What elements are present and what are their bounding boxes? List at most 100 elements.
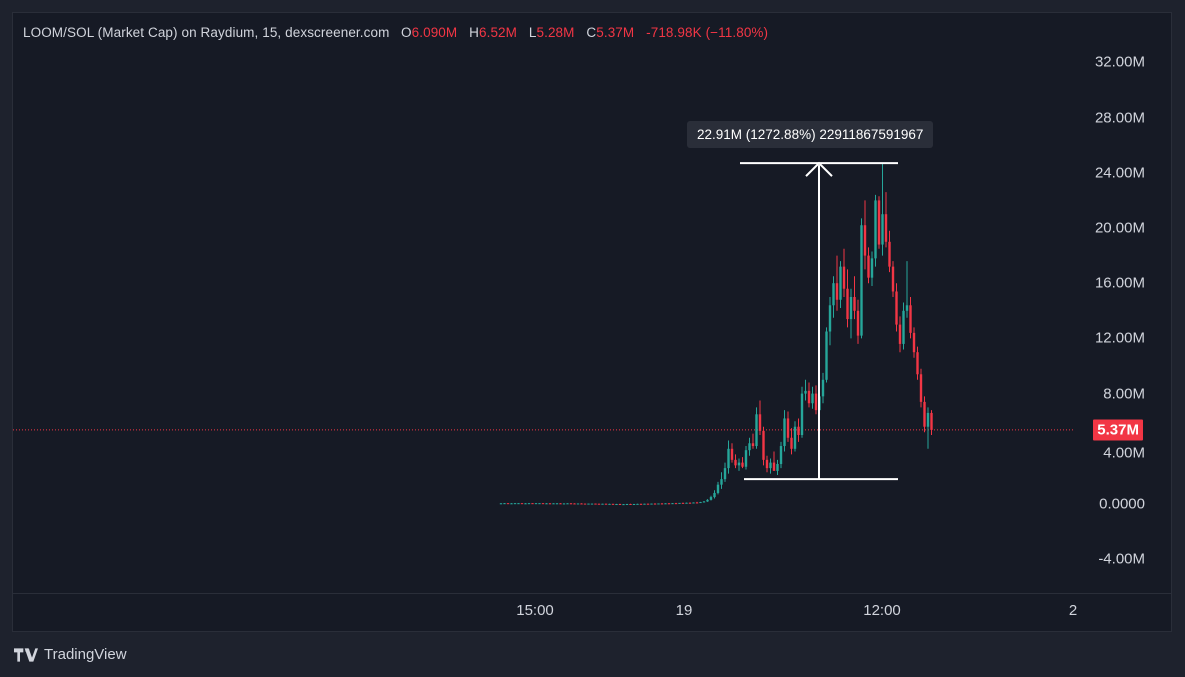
candle-body xyxy=(884,214,888,242)
candle-body xyxy=(499,503,503,505)
candle-body xyxy=(874,200,877,259)
candle-body xyxy=(671,503,674,505)
tradingview-icon xyxy=(14,647,38,662)
candle-body xyxy=(580,503,583,505)
candle-body xyxy=(895,291,898,325)
candle-body xyxy=(681,502,685,504)
y-tick-label: 16.00M xyxy=(1094,274,1145,292)
candle-body xyxy=(594,503,597,505)
candles-group xyxy=(499,163,933,506)
candle-body xyxy=(524,503,527,505)
candle-body xyxy=(646,503,650,505)
candle-body xyxy=(713,492,716,498)
candle-body xyxy=(793,426,797,449)
candle-body xyxy=(825,331,828,380)
legend-close-value: 5.37M xyxy=(596,25,635,40)
candle-body xyxy=(772,462,776,471)
candle-body xyxy=(538,503,541,505)
candle-body xyxy=(730,448,734,460)
candle-body xyxy=(503,503,506,505)
candle-body xyxy=(548,503,552,505)
candle-body xyxy=(758,414,762,431)
candle-body xyxy=(807,390,811,404)
candle-body xyxy=(891,266,895,292)
tradingview-logo[interactable]: TradingView xyxy=(14,646,127,663)
candle-body xyxy=(611,503,615,505)
x-tick-label: 15:00 xyxy=(516,602,554,619)
candle-body xyxy=(804,390,807,394)
candle-body xyxy=(702,501,706,503)
candlestick-plot[interactable] xyxy=(13,13,1172,632)
candle-body xyxy=(734,459,737,466)
candle-body xyxy=(587,503,590,505)
candle-body xyxy=(506,503,510,505)
candle-body xyxy=(604,503,608,505)
candle-body xyxy=(643,503,646,505)
candle-body xyxy=(797,426,800,435)
candle-body xyxy=(608,503,611,505)
candle-body xyxy=(597,503,601,505)
candle-body xyxy=(916,352,919,375)
candle-body xyxy=(622,504,625,506)
candle-body xyxy=(727,448,730,469)
brand-name: TradingView xyxy=(44,646,127,663)
candle-body xyxy=(615,504,618,505)
candle-body xyxy=(513,503,517,505)
candle-body xyxy=(688,502,692,504)
candle-body xyxy=(783,418,786,447)
candle-body xyxy=(898,324,902,344)
candle-body xyxy=(569,503,573,505)
candle-body xyxy=(832,283,835,306)
legend-open-label: O xyxy=(401,25,412,40)
candle-body xyxy=(674,503,678,505)
candle-body xyxy=(842,266,846,289)
candle-body xyxy=(723,468,727,480)
candle-body xyxy=(699,502,702,504)
candle-body xyxy=(790,437,793,449)
candle-body xyxy=(601,503,604,505)
candle-body xyxy=(919,374,923,402)
candle-body xyxy=(660,503,664,505)
candle-body xyxy=(716,484,720,493)
candle-body xyxy=(863,225,867,256)
candle-body xyxy=(741,462,744,467)
candle-body xyxy=(678,502,681,504)
candle-body xyxy=(930,412,933,430)
candle-body xyxy=(860,225,863,336)
candle-body xyxy=(776,463,779,471)
chart-panel[interactable]: LOOM/SOL (Market Cap) on Raydium, 15, de… xyxy=(12,12,1172,632)
candle-body xyxy=(573,503,576,505)
last-price-tag: 5.37M xyxy=(1093,419,1143,441)
candle-body xyxy=(657,503,660,505)
candle-body xyxy=(888,241,891,267)
candle-body xyxy=(912,332,916,353)
candle-body xyxy=(902,310,905,344)
y-tick-label: 0.0000 xyxy=(1099,495,1145,513)
candle-body xyxy=(632,504,636,505)
candle-body xyxy=(695,502,699,504)
candle-body xyxy=(828,305,832,332)
legend-title: LOOM/SOL (Market Cap) on Raydium, 15, de… xyxy=(23,25,390,40)
candle-body xyxy=(664,503,667,505)
candle-body xyxy=(762,430,765,460)
candle-body xyxy=(821,379,825,397)
candle-body xyxy=(583,503,587,505)
candle-body xyxy=(909,305,912,333)
candle-body xyxy=(636,503,639,505)
candle-body xyxy=(517,503,520,505)
candle-body xyxy=(531,503,534,505)
candle-body xyxy=(541,503,545,505)
legend-open-value: 6.090M xyxy=(411,25,458,40)
candle-body xyxy=(576,503,580,505)
candle-body xyxy=(786,418,790,438)
candle-body xyxy=(846,288,849,320)
candle-body xyxy=(692,502,695,504)
candle-body xyxy=(527,503,531,505)
candle-body xyxy=(629,504,632,505)
x-tick-label: 12:00 xyxy=(863,602,901,619)
candle-body xyxy=(520,503,524,505)
candle-body xyxy=(814,393,818,411)
measure-label: 22.91M (1272.88%) 22911867591967 xyxy=(687,121,934,149)
candle-body xyxy=(856,310,860,336)
candle-body xyxy=(653,503,657,505)
